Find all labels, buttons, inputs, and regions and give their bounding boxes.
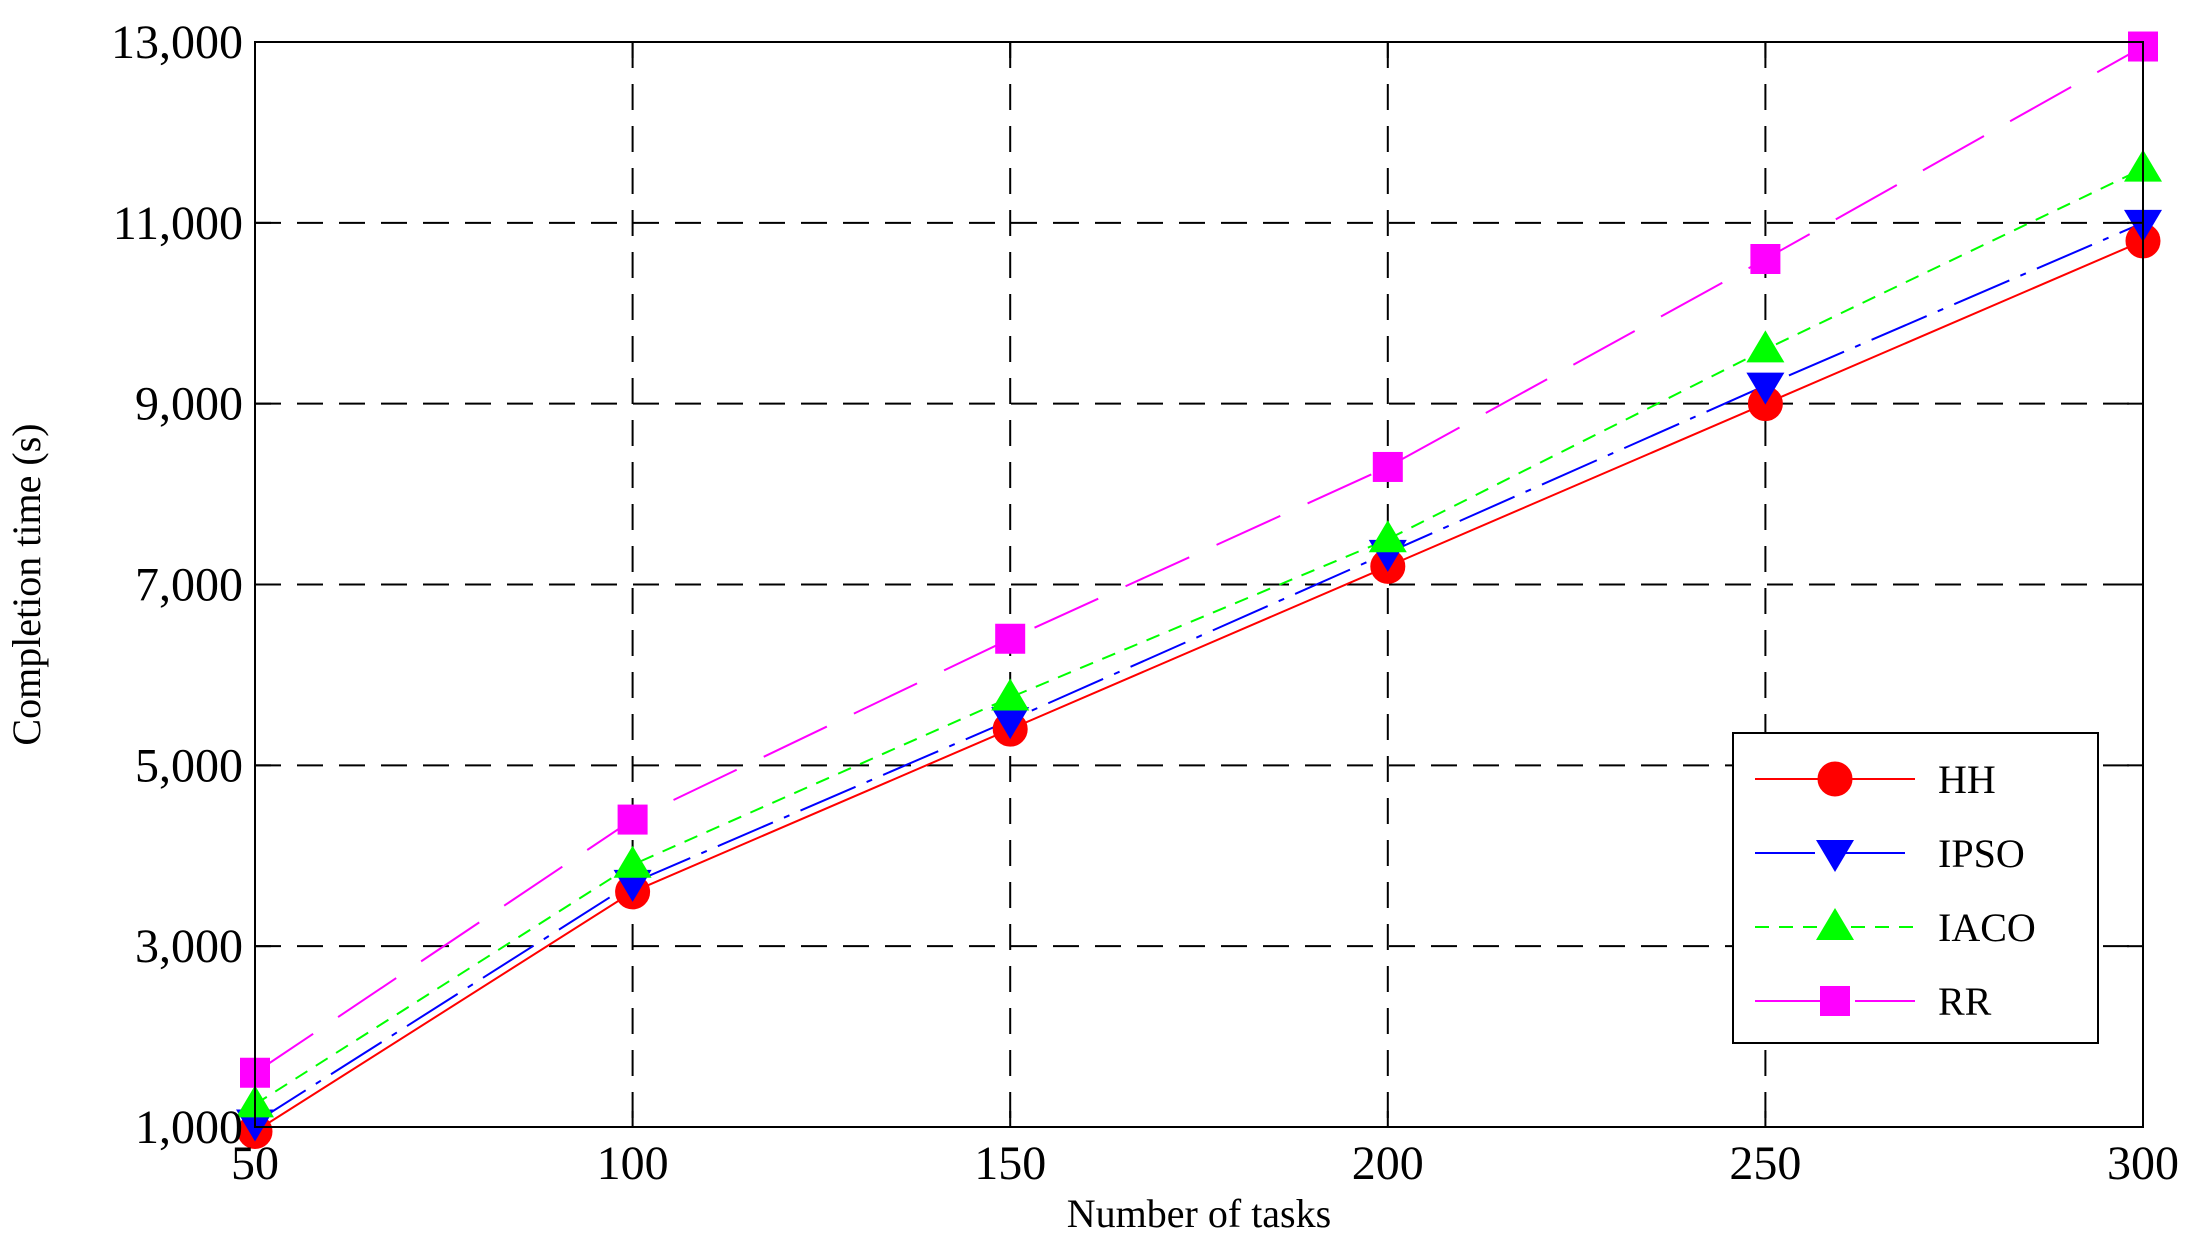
data-point-rr: [1372, 451, 1403, 482]
series-line-iaco: [254, 167, 2144, 1106]
y-axis-tick-labels: 1,000 3,000 5,000 7,000 9,000 11,000 13,000: [111, 16, 243, 1154]
y-tick-label: 9,000: [135, 378, 243, 431]
legend-label-ipso: IPSO: [1938, 831, 2025, 876]
x-tick-label: 100: [597, 1137, 669, 1190]
data-point-rr: [995, 623, 1026, 654]
data-point-ipso: [1746, 372, 1785, 405]
legend-label-rr: RR: [1938, 979, 1992, 1024]
x-tick-label: 50: [231, 1137, 279, 1190]
legend-label-iaco: IACO: [1938, 905, 2036, 950]
legend-marker-hh: [1817, 761, 1853, 797]
x-tick-label: 250: [1729, 1137, 1801, 1190]
series-markers: [236, 31, 2162, 1150]
y-tick-label: 1,000: [135, 1101, 243, 1154]
x-tick-label: 150: [974, 1137, 1046, 1190]
series-line-hh: [254, 239, 2144, 1133]
legend-marker-ipso: [1816, 840, 1854, 872]
x-tick-label: 200: [1352, 1137, 1424, 1190]
data-point-rr: [1750, 244, 1781, 274]
data-point-iaco: [991, 678, 1030, 711]
data-point-iaco: [1368, 520, 1407, 553]
legend-marker-iaco: [1816, 908, 1854, 940]
y-tick-label: 13,000: [111, 16, 243, 69]
data-point-rr: [617, 804, 648, 835]
y-axis-title: Completion time (s): [4, 423, 49, 745]
y-tick-label: 7,000: [135, 559, 243, 612]
x-axis-tick-labels: 50 100 150 200 250 300: [231, 1137, 2179, 1190]
data-point-iaco: [1746, 330, 1785, 363]
series-line-ipso: [254, 221, 2144, 1124]
legend-box: [1732, 732, 2099, 1044]
legend-marker-rr: [1820, 986, 1850, 1016]
data-point-ipso: [613, 869, 652, 902]
axis-ticks: [254, 41, 2144, 1128]
y-tick-label: 5,000: [135, 739, 243, 792]
y-tick-label: 11,000: [113, 197, 243, 250]
series-lines: [254, 45, 2144, 1133]
x-tick-label: 300: [2107, 1137, 2179, 1190]
legend: HH IPSO IACO RR: [1732, 732, 2099, 1044]
legend-label-hh: HH: [1938, 757, 1996, 802]
data-point-ipso: [991, 707, 1030, 740]
x-axis-title: Number of tasks: [1067, 1191, 1331, 1236]
y-tick-label: 3,000: [135, 920, 243, 973]
data-point-iaco: [613, 845, 652, 878]
